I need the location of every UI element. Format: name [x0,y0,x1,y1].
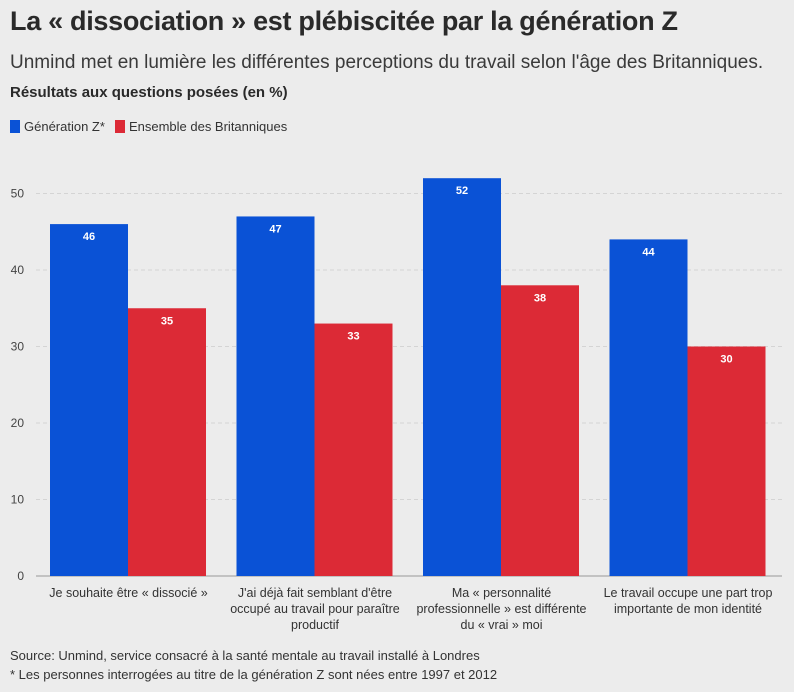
x-tick-label: Ma « personnalité professionnelle » est … [416,586,587,632]
legend: Génération Z* Ensemble des Britanniques [10,119,297,134]
y-tick-label: 30 [11,340,25,354]
source-note: Source: Unmind, service consacré à la sa… [10,648,480,663]
data-label: 35 [161,315,173,327]
y-tick-label: 50 [11,187,25,201]
data-label: 38 [534,292,546,304]
legend-label-all: Ensemble des Britanniques [128,119,288,134]
bar-gen-z [236,216,315,576]
data-label: 44 [642,246,655,258]
y-tick-label: 10 [11,493,25,507]
data-label: 52 [456,185,468,197]
legend-item-gen-z: Génération Z* [10,119,105,134]
bar-all [314,323,393,576]
bar-all [128,308,206,576]
x-tick-label: Le travail occupe une part trop importan… [603,586,773,616]
y-tick-label: 40 [11,263,25,277]
y-tick-label: 0 [17,569,24,583]
data-label: 47 [269,223,281,235]
legend-item-all: Ensemble des Britanniques [114,119,288,134]
chart-title: La « dissociation » est plébiscitée par … [10,6,678,36]
data-label: 30 [720,354,732,366]
y-axis-label: Résultats aux questions posées (en %) [10,84,288,101]
legend-swatch-gen-z [10,120,20,133]
data-label: 33 [347,331,359,343]
legend-label-gen-z: Génération Z* [24,119,105,134]
bar-all [687,346,766,576]
data-label: 46 [83,231,95,243]
legend-swatch-all [114,120,125,133]
chart-subtitle: Unmind met en lumière les différentes pe… [10,52,764,73]
x-tick-label: Je souhaite être « dissocié » [49,586,208,600]
bar-all [501,285,579,576]
bar-gen-z [423,178,501,576]
footnote: * Les personnes interrogées au titre de … [10,667,498,682]
bar-gen-z [609,239,688,576]
x-tick-label: J'ai déjà fait semblant d'être occupé au… [230,586,400,632]
bar-gen-z [50,224,128,576]
y-tick-label: 20 [11,416,25,430]
